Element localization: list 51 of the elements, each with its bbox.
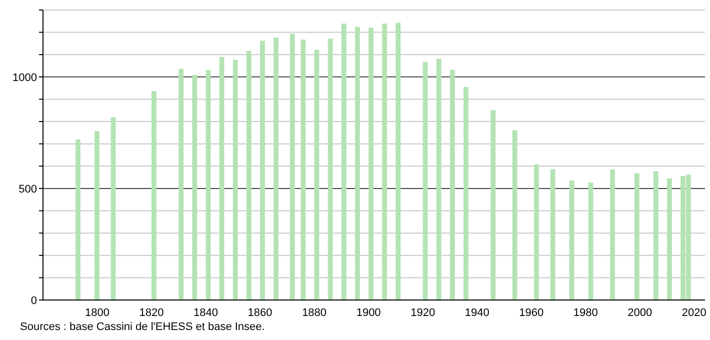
x-tick-label: 1800	[85, 306, 110, 319]
bar	[634, 173, 640, 300]
bar	[178, 68, 184, 300]
bar	[300, 40, 306, 300]
x-tick-label: 1880	[302, 306, 327, 319]
bar	[232, 60, 238, 300]
x-tick-label: 2020	[682, 306, 706, 319]
y-tick-label: 1000	[12, 72, 37, 84]
bar	[192, 74, 198, 300]
bar	[422, 62, 428, 300]
bar	[341, 24, 346, 300]
bar	[152, 90, 156, 300]
bar	[534, 164, 539, 300]
bar	[206, 70, 211, 300]
bar	[314, 50, 320, 300]
source-note: Sources : base Cassini de l'EHESS et base Insee.	[20, 321, 265, 333]
y-tick-label: 500	[18, 183, 37, 196]
bar	[368, 28, 374, 300]
x-tick-label: 1960	[519, 306, 544, 319]
x-tick-label: 2000	[628, 306, 652, 319]
bar	[436, 58, 442, 300]
bar	[550, 169, 556, 300]
x-tick-label: 1840	[194, 306, 218, 319]
bar	[260, 40, 265, 300]
bar	[512, 130, 518, 300]
bar	[110, 117, 116, 300]
bar	[464, 86, 468, 300]
bar	[569, 180, 574, 300]
x-tick-label: 1920	[410, 306, 436, 319]
x-tick-label: 1820	[139, 306, 164, 319]
bar	[274, 38, 278, 300]
x-tick-label: 1860	[248, 306, 272, 319]
bar	[490, 110, 496, 300]
y-tick-label: 0	[30, 294, 37, 307]
bar	[290, 34, 295, 300]
bar	[94, 131, 100, 300]
x-tick-label: 1900	[356, 306, 381, 319]
bar	[450, 70, 455, 300]
bar	[246, 50, 252, 300]
x-tick-label: 1980	[573, 306, 598, 319]
bar	[610, 169, 615, 300]
bar	[328, 38, 333, 300]
x-tick-label: 1940	[464, 306, 490, 319]
bar	[219, 56, 224, 300]
bar	[76, 139, 80, 300]
bar	[355, 26, 360, 300]
bar	[667, 178, 672, 300]
bar	[382, 24, 388, 300]
bar	[653, 171, 658, 300]
bar	[396, 22, 401, 300]
bar	[588, 182, 594, 300]
